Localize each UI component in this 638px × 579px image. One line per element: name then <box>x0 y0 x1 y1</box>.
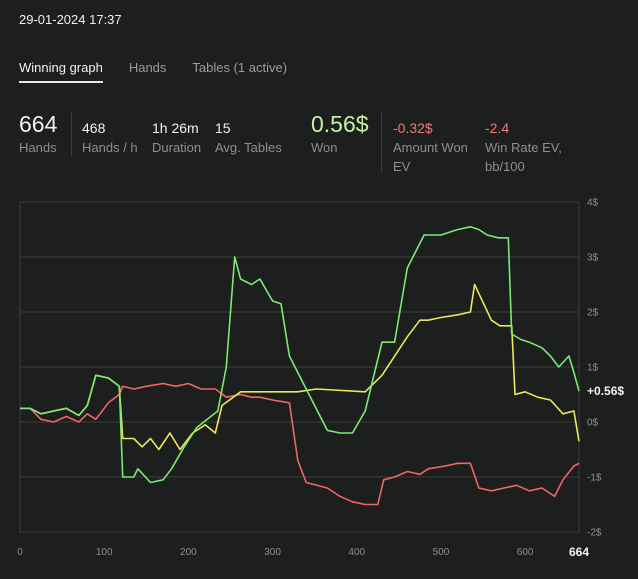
x-end-label: 664 <box>569 545 589 559</box>
stat-avg-tables: 15 Avg. Tables <box>215 119 282 157</box>
stat-amount-won-ev: -0.32$ Amount Won EV <box>393 119 468 176</box>
stat-hands-label: Hands <box>19 140 57 155</box>
y-tick-label: 2$ <box>587 308 599 319</box>
divider <box>381 112 382 172</box>
y-tick-label: 4$ <box>587 198 599 209</box>
tab-hands[interactable]: Hands <box>128 60 167 75</box>
x-tick-label: 100 <box>96 547 113 558</box>
y-tick-label: 1$ <box>587 363 599 374</box>
x-tick-label: 400 <box>348 547 365 558</box>
stat-amount-won-ev-value: -0.32$ <box>393 120 433 136</box>
stat-avg-tables-value: 15 <box>215 120 231 136</box>
stat-amount-won-ev-label-2: EV <box>393 159 411 174</box>
stat-hands-value: 664 <box>19 111 58 137</box>
y-tick-label: -1$ <box>587 473 602 484</box>
series-end-value-label: +0.56$ <box>587 384 624 398</box>
stat-won-value: 0.56$ <box>311 111 369 137</box>
stat-won-label: Won <box>311 140 338 155</box>
stat-avg-tables-label: Avg. Tables <box>215 140 282 155</box>
x-tick-label: 200 <box>180 547 197 558</box>
stats-row: 664 Hands 468 Hands / h 1h 26m Duration … <box>0 110 638 190</box>
y-tick-label: 0$ <box>587 418 599 429</box>
x-tick-label: 600 <box>517 547 534 558</box>
divider <box>71 112 72 156</box>
stat-win-rate-ev: -2.4 Win Rate EV, bb/100 <box>485 119 562 176</box>
x-tick-label: 300 <box>264 547 281 558</box>
stat-hands-per-hour-value: 468 <box>82 120 106 136</box>
x-tick-label: 0 <box>17 547 23 558</box>
stat-duration: 1h 26m Duration <box>152 119 201 157</box>
tab-bar: Winning graph Hands Tables (1 active) <box>19 60 287 83</box>
y-tick-label: -2$ <box>587 528 602 539</box>
series-line-won <box>20 226 580 484</box>
stat-hands-per-hour-label: Hands / h <box>82 140 138 155</box>
stat-amount-won-ev-label: Amount Won <box>393 140 468 155</box>
winning-graph-svg: 4$ 3$ 2$ 1$ 0$ -1$ -2$ 0 100 200 300 400 500 600 664 +0… <box>17 198 624 560</box>
stat-win-rate-ev-value: -2.4 <box>485 120 510 136</box>
stat-win-rate-ev-label-2: bb/100 <box>485 159 525 174</box>
stat-duration-value: 1h 26m <box>152 120 199 136</box>
tab-tables[interactable]: Tables (1 active) <box>192 60 288 75</box>
x-tick-label: 500 <box>433 547 450 558</box>
stat-hands: 664 Hands <box>19 110 57 157</box>
tab-winning-graph[interactable]: Winning graph <box>19 60 103 83</box>
winning-graph-chart: 4$ 3$ 2$ 1$ 0$ -1$ -2$ 0 100 200 300 400 500 600 664 +0… <box>0 195 638 579</box>
session-datetime: 29-01-2024 17:37 <box>19 12 122 27</box>
stat-hands-per-hour: 468 Hands / h <box>82 119 138 157</box>
stat-duration-label: Duration <box>152 140 202 155</box>
stat-win-rate-ev-label: Win Rate EV, <box>485 140 562 155</box>
stat-won: 0.56$ Won <box>311 110 369 157</box>
series-line-nonshowdown <box>20 382 580 506</box>
y-tick-label: 3$ <box>587 253 599 264</box>
